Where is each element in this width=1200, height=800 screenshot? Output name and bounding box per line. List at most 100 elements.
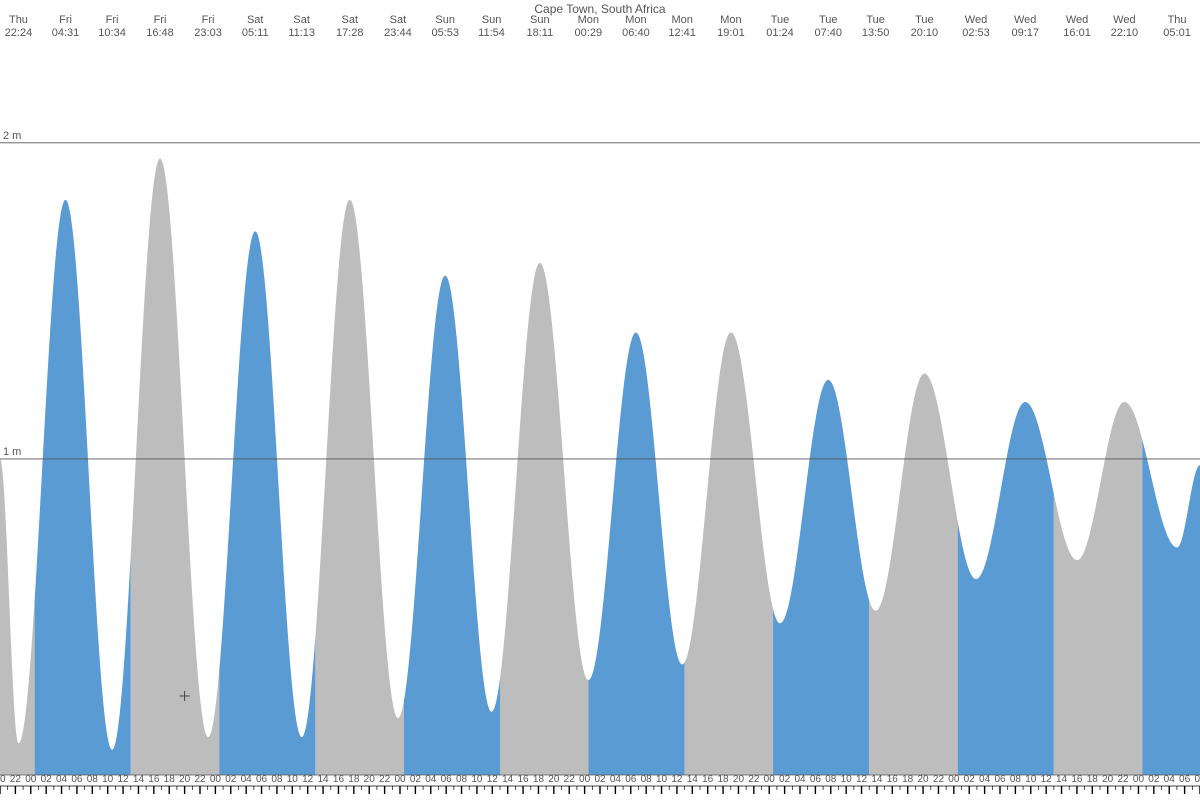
x-hour-label: 10 [1025, 774, 1036, 785]
x-hour-label: 06 [625, 774, 636, 785]
extrema-label: Wed02:53 [962, 14, 990, 40]
extrema-label: Fri16:48 [146, 14, 174, 40]
x-hour-label: 18 [1087, 774, 1098, 785]
x-hour-label: 22 [379, 774, 390, 785]
x-hour-label: 10 [656, 774, 667, 785]
tide-band [500, 263, 588, 775]
x-hour-label: 06 [256, 774, 267, 785]
x-hour-label: 20 [0, 774, 6, 785]
extrema-label: Mon12:41 [668, 14, 696, 40]
x-hour-label: 20 [548, 774, 559, 785]
x-hour-label: 16 [887, 774, 898, 785]
y-axis-label: 1 m [3, 446, 21, 458]
x-hour-label: 06 [71, 774, 82, 785]
extrema-label: Wed22:10 [1111, 14, 1139, 40]
extrema-label: Sun05:53 [431, 14, 459, 40]
x-hour-label: 12 [1041, 774, 1052, 785]
x-hour-label: 04 [1164, 774, 1175, 785]
x-hour-label: 04 [56, 774, 67, 785]
extrema-label: Fri10:34 [98, 14, 126, 40]
tide-band [0, 459, 35, 775]
x-hour-label: 18 [533, 774, 544, 785]
x-hour-label: 20 [918, 774, 929, 785]
x-hour-label: 02 [594, 774, 605, 785]
extrema-label: Sat05:11 [242, 14, 269, 40]
x-hour-label: 02 [779, 774, 790, 785]
x-hour-label: 08 [1010, 774, 1021, 785]
x-hour-label: 12 [487, 774, 498, 785]
x-hour-label: 00 [579, 774, 590, 785]
extrema-label: Tue13:50 [862, 14, 890, 40]
tide-band [35, 200, 131, 775]
x-hour-label: 08 [641, 774, 652, 785]
extrema-label: Thu22:24 [5, 14, 33, 40]
x-hour-label: 14 [871, 774, 882, 785]
extrema-label: Wed16:01 [1063, 14, 1091, 40]
x-hour-label: 10 [287, 774, 298, 785]
extrema-label: Fri23:03 [194, 14, 222, 40]
x-hour-label: 06 [810, 774, 821, 785]
x-hour-label: 14 [318, 774, 329, 785]
x-hour-label: 18 [348, 774, 359, 785]
x-hour-label: 02 [410, 774, 421, 785]
extrema-label: Sun18:11 [526, 14, 553, 40]
extrema-label: Thu05:01 [1163, 14, 1191, 40]
x-hour-label: 00 [25, 774, 36, 785]
extrema-label: Fri04:31 [52, 14, 80, 40]
x-hour-label: 04 [610, 774, 621, 785]
tide-band [588, 332, 684, 775]
x-hour-label: 12 [671, 774, 682, 785]
x-hour-label: 16 [702, 774, 713, 785]
x-hour-label: 18 [718, 774, 729, 785]
x-hour-label: 04 [241, 774, 252, 785]
x-hour-label: 16 [518, 774, 529, 785]
x-hour-label: 02 [41, 774, 52, 785]
tide-band [1142, 440, 1200, 775]
extrema-label: Mon00:29 [575, 14, 603, 40]
extrema-labels-row: Thu22:24 Fri04:31 Fri10:34 Fri16:48 Fri23:03… [0, 14, 1200, 42]
extrema-label: Tue01:24 [766, 14, 794, 40]
x-hour-label: 00 [948, 774, 959, 785]
x-hour-label: 06 [994, 774, 1005, 785]
x-hour-label: 14 [502, 774, 513, 785]
y-axis-label: 2 m [3, 130, 21, 142]
x-hour-label: 22 [10, 774, 21, 785]
extrema-label: Wed09:17 [1011, 14, 1039, 40]
x-hour-label: 12 [856, 774, 867, 785]
tide-band [1054, 402, 1142, 775]
x-hour-label: 14 [687, 774, 698, 785]
extrema-label: Sat17:28 [336, 14, 364, 40]
x-hour-label: 06 [1179, 774, 1190, 785]
x-hour-label: 22 [564, 774, 575, 785]
tide-band [219, 231, 315, 775]
x-hour-label: 12 [302, 774, 313, 785]
x-hour-label: 08 [825, 774, 836, 785]
x-hour-label: 16 [1071, 774, 1082, 785]
x-hour-label: 02 [1148, 774, 1159, 785]
x-hour-label: 06 [441, 774, 452, 785]
tide-band [958, 402, 1054, 775]
x-hour-label: 22 [933, 774, 944, 785]
x-hour-label: 00 [394, 774, 405, 785]
x-hour-label: 08 [1194, 774, 1200, 785]
extrema-label: Sat11:13 [288, 14, 315, 40]
tide-band [773, 380, 869, 775]
x-hour-label: 00 [764, 774, 775, 785]
x-hour-label: 18 [164, 774, 175, 785]
x-hour-label: 10 [471, 774, 482, 785]
x-hour-label: 22 [194, 774, 205, 785]
x-hour-label: 12 [118, 774, 129, 785]
extrema-label: Mon06:40 [622, 14, 650, 40]
x-hour-label: 08 [87, 774, 98, 785]
extrema-label: Tue07:40 [814, 14, 842, 40]
x-hour-label: 02 [225, 774, 236, 785]
x-hour-label: 20 [1102, 774, 1113, 785]
x-hour-label: 02 [964, 774, 975, 785]
tide-band [131, 159, 219, 775]
x-hour-label: 04 [794, 774, 805, 785]
x-hour-label: 16 [148, 774, 159, 785]
x-hour-label: 00 [1133, 774, 1144, 785]
extrema-label: Sun11:54 [478, 14, 505, 40]
x-hour-label: 10 [102, 774, 113, 785]
extrema-label: Sat23:44 [384, 14, 412, 40]
